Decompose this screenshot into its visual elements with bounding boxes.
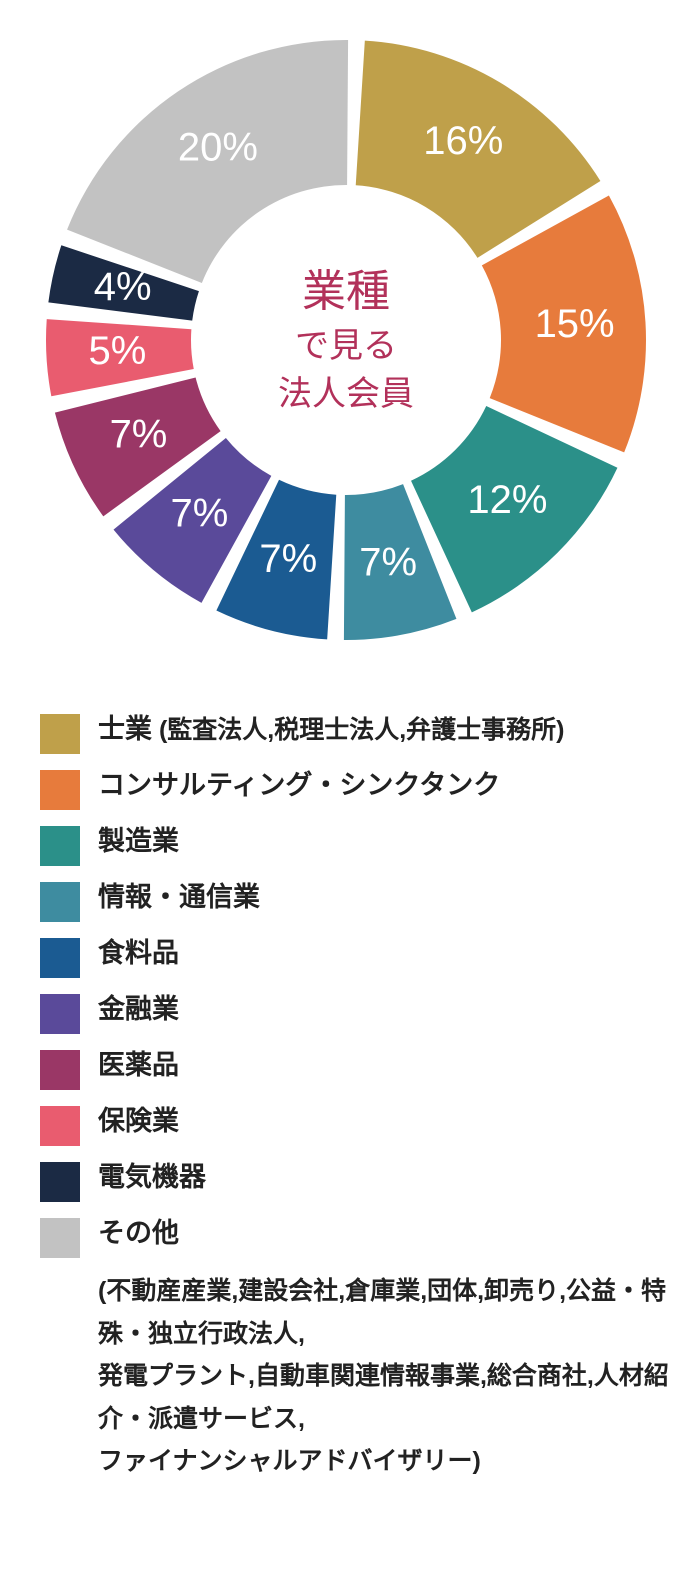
donut-slice-label: 16%	[423, 119, 503, 163]
donut-slice-label: 4%	[94, 265, 152, 309]
legend-row: 電気機器	[40, 1158, 680, 1202]
legend-label-text: 保険業	[98, 1106, 179, 1136]
donut-slice-label: 7%	[259, 537, 317, 581]
legend-swatch	[40, 1218, 80, 1258]
legend-label-text: コンサルティング・シンクタンク	[98, 770, 500, 800]
chart-center-sub2: 法人会員	[278, 373, 414, 417]
legend-label: 医薬品	[98, 1046, 179, 1085]
legend-label-text: 士業	[98, 714, 152, 744]
donut-slice-label: 7%	[171, 491, 229, 535]
donut-slice-label: 7%	[359, 541, 417, 585]
legend-row: 製造業	[40, 822, 680, 866]
legend-row: 保険業	[40, 1102, 680, 1146]
legend-label-text: 電気機器	[98, 1162, 206, 1192]
legend-row: 情報・通信業	[40, 878, 680, 922]
legend-label-text: 食料品	[98, 938, 179, 968]
legend-label: 保険業	[98, 1102, 179, 1141]
legend-swatch	[40, 826, 80, 866]
legend-label: 食料品	[98, 934, 179, 973]
legend-label: 情報・通信業	[98, 878, 260, 917]
legend-label-text: 製造業	[98, 826, 179, 856]
legend-row: 医薬品	[40, 1046, 680, 1090]
legend-label-text: その他	[98, 1218, 179, 1248]
legend-label-text: 金融業	[98, 994, 179, 1024]
legend-label-text: 医薬品	[98, 1050, 179, 1080]
legend-label: 金融業	[98, 990, 179, 1029]
legend-swatch	[40, 714, 80, 754]
legend-label-note: (監査法人,税理士法人,弁護士事務所)	[152, 716, 565, 744]
legend-swatch	[40, 1162, 80, 1202]
legend-swatch	[40, 994, 80, 1034]
legend-other-detail: (不動産産業,建設会社,倉庫業,団体,卸売り,公益・特殊・独立行政法人, 発電プ…	[98, 1270, 680, 1483]
donut-slice-label: 20%	[178, 126, 258, 170]
page: 16%15%12%7%7%7%7%5%4%20% 業種 で見る 法人会員 士業 …	[0, 0, 692, 1592]
legend-row: その他	[40, 1214, 680, 1258]
legend-swatch	[40, 770, 80, 810]
legend-label: 士業 (監査法人,税理士法人,弁護士事務所)	[98, 710, 565, 749]
legend-label: 電気機器	[98, 1158, 206, 1197]
donut-slice-label: 12%	[467, 478, 547, 522]
legend: 士業 (監査法人,税理士法人,弁護士事務所) コンサルティング・シンクタンク製造業…	[40, 710, 680, 1483]
legend-row: コンサルティング・シンクタンク	[40, 766, 680, 810]
legend-label: 製造業	[98, 822, 179, 861]
donut-slice-label: 15%	[535, 302, 615, 346]
legend-row: 食料品	[40, 934, 680, 978]
chart-center-title: 業種	[278, 263, 414, 320]
legend-row: 金融業	[40, 990, 680, 1034]
legend-label-text: 情報・通信業	[98, 882, 260, 912]
legend-swatch	[40, 882, 80, 922]
donut-slice-label: 7%	[110, 412, 168, 456]
donut-slice-label: 5%	[88, 329, 146, 373]
legend-row: 士業 (監査法人,税理士法人,弁護士事務所)	[40, 710, 680, 754]
chart-center-text: 業種 で見る 法人会員	[278, 263, 414, 417]
legend-swatch	[40, 1050, 80, 1090]
legend-label: コンサルティング・シンクタンク	[98, 766, 500, 805]
legend-label: その他	[98, 1214, 179, 1253]
legend-swatch	[40, 938, 80, 978]
chart-center-sub1: で見る	[278, 324, 414, 368]
legend-swatch	[40, 1106, 80, 1146]
donut-chart: 16%15%12%7%7%7%7%5%4%20% 業種 で見る 法人会員	[26, 20, 666, 660]
